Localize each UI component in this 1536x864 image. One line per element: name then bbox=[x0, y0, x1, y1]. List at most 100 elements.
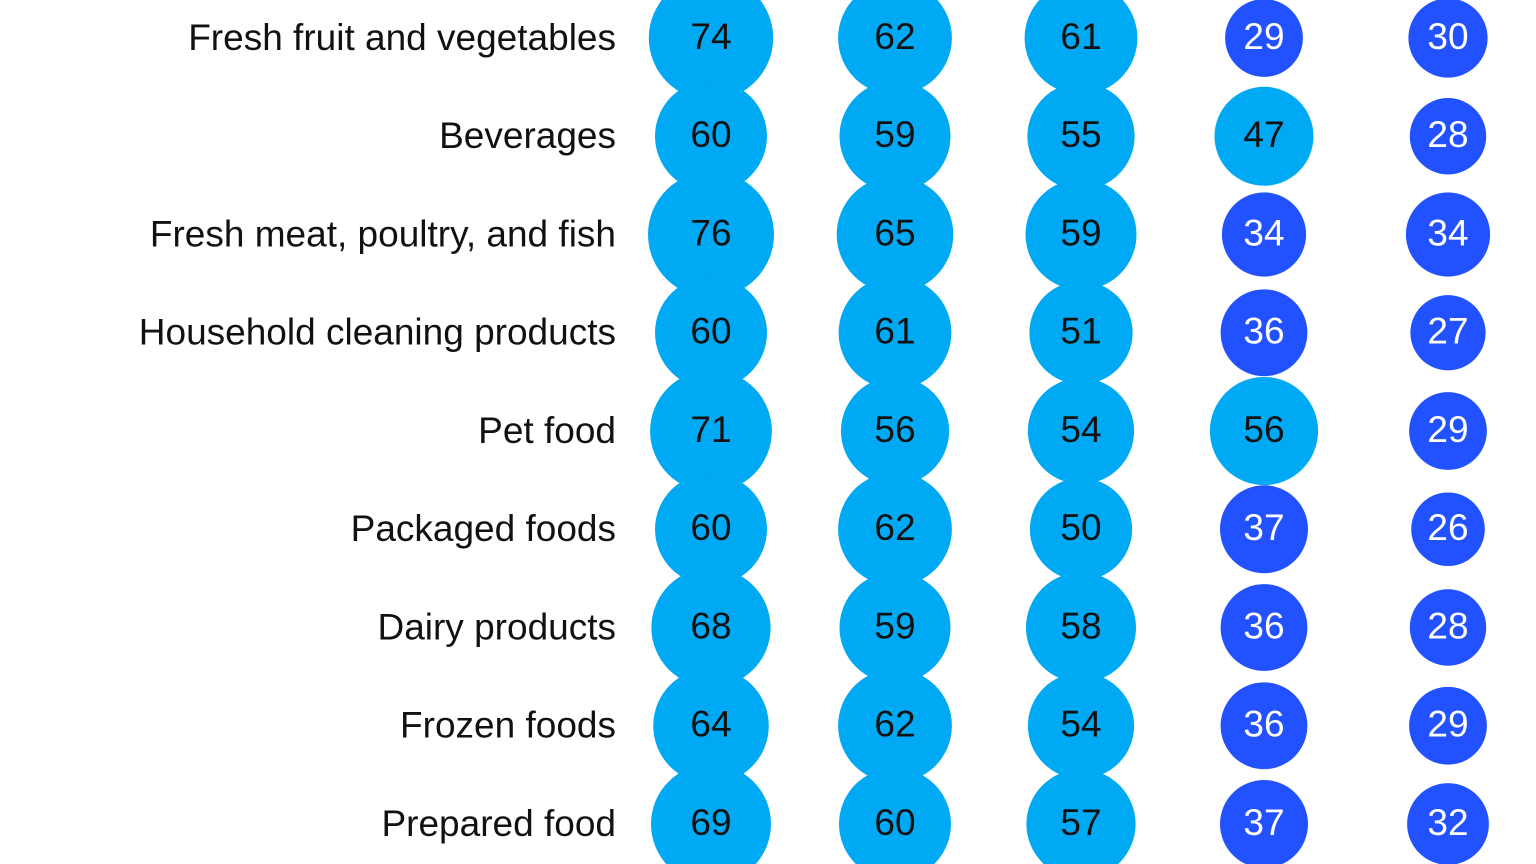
bubble-value-label: 34 bbox=[1427, 212, 1468, 253]
bubble bbox=[655, 80, 767, 193]
bubble-value-label: 56 bbox=[874, 409, 915, 450]
bubble-value-label: 28 bbox=[1427, 114, 1468, 155]
bubble-value-label: 30 bbox=[1427, 16, 1468, 57]
bubble-value-label: 61 bbox=[874, 311, 915, 352]
bubble-value-label: 59 bbox=[874, 605, 915, 646]
row-label: Fresh meat, poultry, and fish bbox=[150, 213, 616, 254]
bubble-value-label: 29 bbox=[1427, 409, 1468, 450]
bubble bbox=[653, 667, 769, 784]
bubble bbox=[1026, 572, 1136, 683]
bubble-value-label: 55 bbox=[1060, 114, 1101, 155]
bubble bbox=[838, 472, 952, 587]
bubble-value-label: 50 bbox=[1060, 507, 1101, 548]
bubble bbox=[1026, 769, 1136, 864]
bubble-value-label: 36 bbox=[1243, 605, 1284, 646]
bubble bbox=[1220, 584, 1308, 671]
bubble-value-label: 61 bbox=[1060, 16, 1101, 57]
row-label: Household cleaning products bbox=[139, 312, 616, 353]
bubble bbox=[838, 0, 952, 95]
bubble bbox=[648, 171, 774, 298]
bubble bbox=[1409, 98, 1487, 175]
bubble bbox=[839, 572, 951, 683]
bubble bbox=[839, 768, 951, 864]
bubble-value-label: 60 bbox=[690, 114, 731, 155]
bubble bbox=[1409, 392, 1487, 470]
bubble-value-label: 54 bbox=[1060, 409, 1101, 450]
bubble-value-label: 36 bbox=[1243, 311, 1284, 352]
bubble-value-label: 60 bbox=[690, 311, 731, 352]
bubble bbox=[1220, 485, 1308, 574]
bubble-value-label: 57 bbox=[1060, 802, 1101, 843]
row-label: Packaged foods bbox=[351, 508, 616, 549]
label-layer: Fresh fruit and vegetables 74 62 61 29 30 Beve… bbox=[139, 16, 1469, 844]
bubble bbox=[655, 473, 767, 586]
bubble-value-label: 60 bbox=[690, 507, 731, 548]
bubble-value-label: 58 bbox=[1060, 605, 1101, 646]
bubble-value-label: 74 bbox=[690, 16, 731, 57]
bubble-value-label: 71 bbox=[690, 409, 731, 450]
bubble bbox=[1410, 295, 1486, 371]
row-label: Frozen foods bbox=[400, 705, 616, 746]
bubble-value-label: 62 bbox=[874, 507, 915, 548]
row-label: Fresh fruit and vegetables bbox=[188, 17, 616, 58]
bubble bbox=[1029, 281, 1133, 385]
row-label: Prepared food bbox=[381, 803, 616, 844]
bubble-value-label: 59 bbox=[1060, 212, 1101, 253]
bubble bbox=[1027, 82, 1135, 190]
bubble-value-label: 34 bbox=[1243, 212, 1284, 253]
bubble bbox=[650, 370, 772, 492]
bubble bbox=[840, 376, 950, 486]
bubble bbox=[1024, 0, 1138, 95]
bubble-value-label: 36 bbox=[1243, 704, 1284, 745]
bubble bbox=[836, 176, 954, 293]
bubble-value-label: 69 bbox=[690, 802, 731, 843]
bubble-value-label: 37 bbox=[1243, 802, 1284, 843]
bubble bbox=[1209, 376, 1319, 486]
bubble-value-label: 32 bbox=[1427, 802, 1468, 843]
bubble-value-label: 65 bbox=[874, 212, 915, 253]
bubble bbox=[838, 276, 952, 390]
bubble-value-label: 62 bbox=[874, 16, 915, 57]
bubble bbox=[1409, 686, 1487, 765]
bubble-layer bbox=[648, 0, 1491, 864]
bubble-value-label: 54 bbox=[1060, 704, 1101, 745]
bubble bbox=[839, 80, 951, 192]
bubble bbox=[1220, 682, 1308, 770]
bubble bbox=[1405, 192, 1491, 277]
bubble-value-label: 27 bbox=[1427, 311, 1468, 352]
row-label: Dairy products bbox=[377, 606, 616, 647]
bubble bbox=[1220, 289, 1308, 377]
bubble bbox=[1027, 377, 1135, 485]
bubble bbox=[1214, 86, 1314, 186]
bubble bbox=[838, 668, 952, 783]
bubble-value-label: 68 bbox=[690, 605, 731, 646]
bubble-value-label: 29 bbox=[1427, 704, 1468, 745]
bubble bbox=[655, 276, 767, 389]
bubble bbox=[1225, 0, 1303, 77]
bubble bbox=[1407, 783, 1489, 864]
bubble-value-label: 64 bbox=[690, 704, 731, 745]
bubble bbox=[1411, 492, 1485, 567]
bubble bbox=[1025, 179, 1137, 290]
bubble-value-label: 59 bbox=[874, 114, 915, 155]
bubble-value-label: 29 bbox=[1243, 16, 1284, 57]
bubble-value-label: 56 bbox=[1243, 409, 1284, 450]
bubble-value-label: 76 bbox=[690, 212, 731, 253]
bubble bbox=[648, 0, 774, 101]
row-label: Pet food bbox=[478, 410, 616, 451]
bubble bbox=[1029, 478, 1133, 581]
row-label: Beverages bbox=[439, 115, 616, 156]
bubble-value-label: 28 bbox=[1427, 605, 1468, 646]
bubble-value-label: 26 bbox=[1427, 507, 1468, 548]
bubble-value-label: 60 bbox=[874, 802, 915, 843]
bubble-value-label: 51 bbox=[1060, 311, 1101, 352]
bubble bbox=[1221, 192, 1307, 277]
bubble-value-label: 37 bbox=[1243, 507, 1284, 548]
bubble bbox=[1408, 0, 1488, 78]
bubble-value-label: 47 bbox=[1243, 114, 1284, 155]
bubble-value-label: 62 bbox=[874, 704, 915, 745]
bubble bbox=[651, 567, 771, 688]
bubble bbox=[1027, 672, 1135, 779]
bubble bbox=[1409, 589, 1487, 666]
